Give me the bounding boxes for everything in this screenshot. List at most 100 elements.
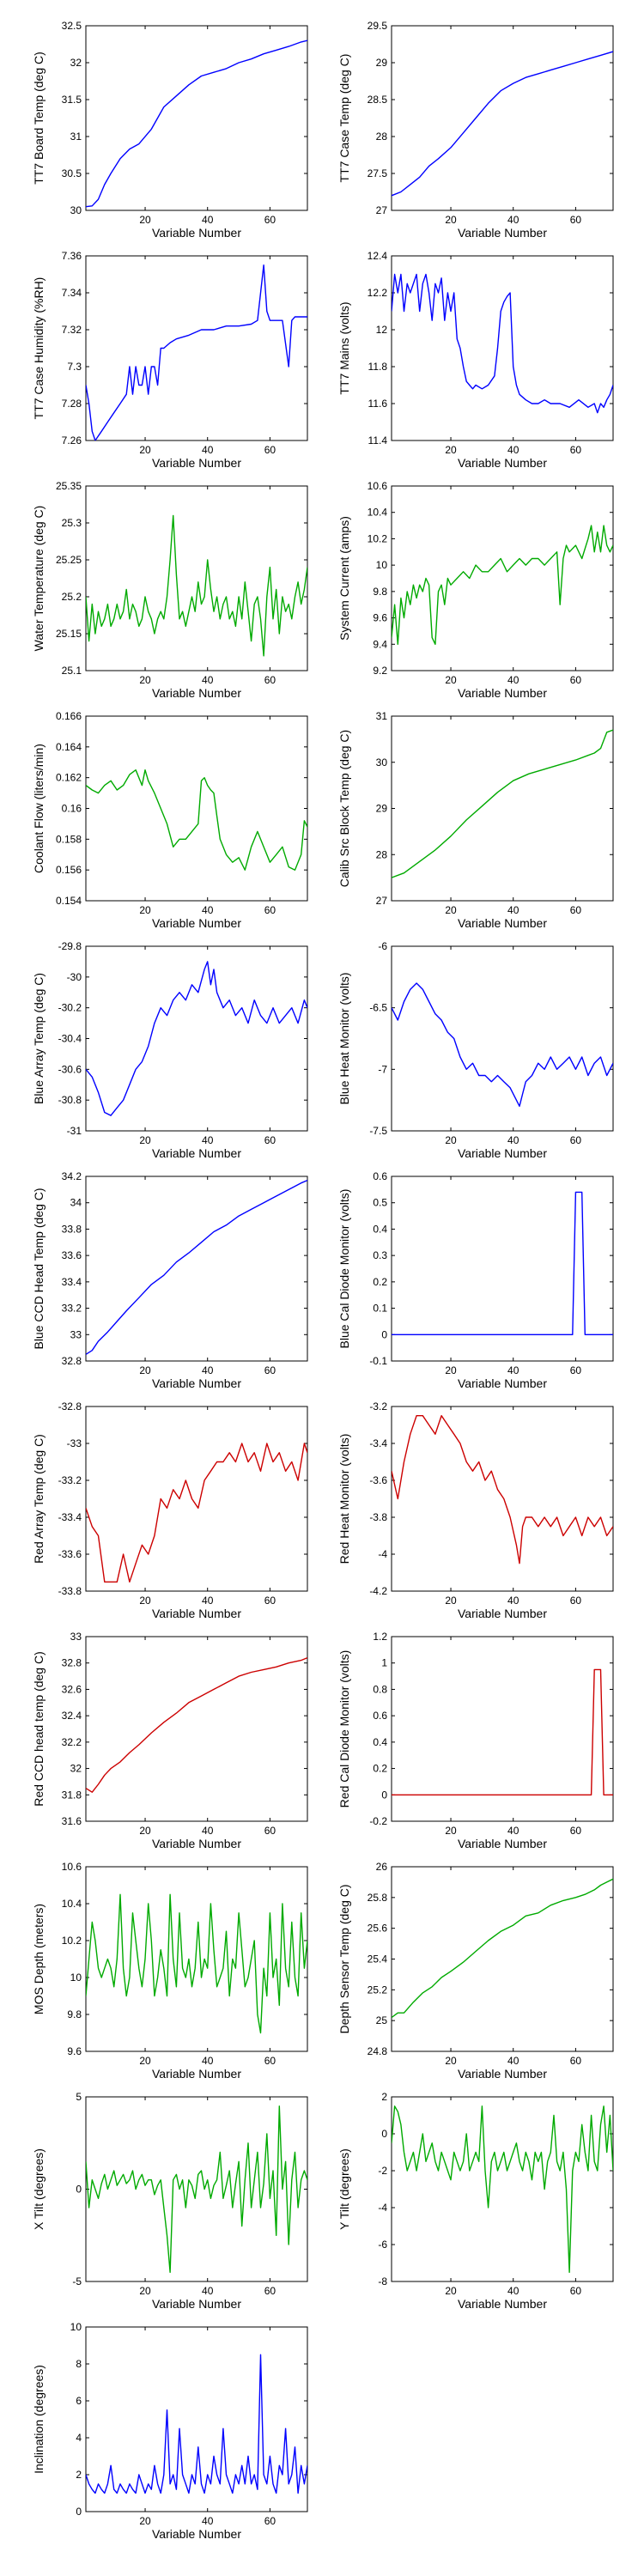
x-tick-label: 60: [264, 904, 276, 916]
y-tick-label: 0.8: [373, 1683, 387, 1695]
series-line: [392, 273, 613, 414]
series-line: [86, 1893, 307, 2034]
y-tick-label: 33.2: [62, 1303, 82, 1315]
x-tick-label: 40: [507, 444, 519, 456]
x-axis-label: Variable Number: [458, 226, 547, 240]
y-tick-label: 25.1: [62, 665, 82, 677]
y-tick-label: 31: [376, 710, 388, 722]
x-axis-label: Variable Number: [152, 1146, 241, 1160]
series-line: [392, 525, 613, 646]
y-tick-label: 32.6: [62, 1683, 82, 1695]
y-tick-label: 27.5: [368, 167, 388, 179]
y-tick-label: 25.4: [368, 1953, 388, 1965]
plot-frame: [391, 1636, 614, 1822]
x-tick-label: 20: [139, 444, 151, 456]
y-tick-label: 0.6: [373, 1170, 387, 1182]
x-tick-label: 20: [445, 2285, 457, 2297]
y-tick-label: 34.2: [62, 1170, 82, 1182]
x-tick-label: 40: [202, 214, 214, 226]
series-line: [392, 2105, 613, 2274]
y-tick-label: 12.2: [368, 287, 388, 299]
y-axis-label: Red CCD head temp (deg C): [32, 1651, 46, 1807]
plot-frame: [391, 1406, 614, 1592]
y-tick-label: 31.5: [62, 94, 82, 106]
y-tick-label: 9.4: [373, 638, 387, 650]
chart-panel: 20 40 60 -33.8 -33.6 -33.4 -33.2 -33 -32.8 Variab…: [32, 1400, 308, 1620]
y-tick-label: 25.15: [56, 628, 82, 640]
y-tick-label: 0.6: [373, 1710, 387, 1722]
y-tick-label: 1: [381, 1657, 387, 1669]
chart-panel: 20 40 60 -31 -30.8 -30.6 -30.4 -30.2 -30 -29.8 Var…: [32, 940, 308, 1160]
x-tick-label: 20: [139, 674, 151, 686]
y-tick-label: -32.8: [58, 1400, 82, 1413]
y-tick-label: 25.8: [368, 1892, 388, 1904]
y-axis-label: Calib Src Block Temp (deg C): [337, 730, 351, 887]
y-tick-label: 0: [381, 1328, 387, 1340]
y-tick-label: 33: [70, 1328, 82, 1340]
y-tick-label: 10: [376, 559, 388, 571]
series-line: [392, 729, 613, 878]
y-tick-label: 7.36: [62, 250, 82, 262]
x-axis-label: Variable Number: [458, 1837, 547, 1850]
x-tick-label: 60: [264, 1134, 276, 1146]
y-axis-label: Blue CCD Head Temp (deg C): [32, 1188, 46, 1349]
x-axis-label: Variable Number: [458, 1146, 547, 1160]
x-tick-label: 60: [264, 1595, 276, 1607]
series-line: [392, 982, 613, 1108]
y-tick-label: 24.8: [368, 2045, 388, 2057]
y-tick-label: -6.5: [369, 1002, 387, 1014]
y-tick-label: 10.4: [62, 1898, 82, 1910]
x-tick-label: 20: [139, 1595, 151, 1607]
y-tick-label: -7.5: [369, 1125, 387, 1137]
chart-panel: 20 40 60 0 2 4 6 8 10 Variable Number Inclination …: [32, 2321, 308, 2541]
y-tick-label: 25.25: [56, 554, 82, 566]
chart-panel: 20 40 60 11.4 11.6 11.8 12 12.2 12.4 Variable Num…: [337, 250, 614, 470]
y-tick-label: 12.4: [368, 250, 388, 262]
series-line: [392, 1668, 613, 1796]
y-axis-label: System Current (amps): [337, 516, 351, 641]
x-tick-label: 20: [139, 904, 151, 916]
y-tick-label: 11.4: [368, 434, 388, 447]
chart-panel: 20 40 60 -8 -6 -4 -2 0 2 Variable Number Y Tilt (d…: [337, 2091, 614, 2311]
chart-panel: 20 40 60 9.2 9.4 9.6 9.8 10 10.2 10.4 10.6 Variable…: [337, 480, 614, 700]
y-tick-label: -33.4: [58, 1511, 82, 1523]
y-tick-label: 32.8: [62, 1355, 82, 1367]
series-line: [86, 1179, 307, 1355]
y-tick-label: -3.6: [369, 1474, 387, 1486]
y-tick-label: -29.8: [58, 940, 82, 952]
x-tick-label: 20: [445, 444, 457, 456]
y-tick-label: 32.2: [62, 1736, 82, 1748]
y-tick-label: 9.6: [67, 2045, 82, 2057]
series-line: [392, 1415, 613, 1564]
x-axis-label: Variable Number: [152, 2067, 241, 2081]
y-tick-label: 34: [70, 1197, 82, 1209]
chart-panel: 20 40 60 -5 0 5 Variable Number X Tilt (degrees…: [32, 2091, 308, 2311]
y-tick-label: 25.3: [62, 517, 82, 529]
x-tick-label: 60: [264, 2055, 276, 2067]
x-tick-label: 40: [507, 1134, 519, 1146]
x-tick-label: 60: [570, 1825, 582, 1837]
x-axis-label: Variable Number: [152, 916, 241, 930]
y-tick-label: 2: [76, 2469, 82, 2481]
y-tick-label: -33: [67, 1437, 82, 1449]
y-tick-label: 7.28: [62, 398, 82, 410]
x-axis-label: Variable Number: [458, 1376, 547, 1390]
x-tick-label: 60: [264, 1364, 276, 1376]
x-tick-label: 40: [507, 1364, 519, 1376]
x-tick-label: 20: [445, 904, 457, 916]
plot-frame: [85, 1176, 308, 1362]
y-axis-label: TT7 Case Humidity (%RH): [32, 277, 46, 420]
y-tick-label: 26: [376, 1861, 388, 1873]
y-tick-label: 6: [76, 2395, 82, 2407]
series-line: [86, 769, 307, 871]
x-tick-label: 40: [202, 904, 214, 916]
y-tick-label: 30: [376, 756, 388, 769]
x-tick-label: 40: [202, 2055, 214, 2067]
x-tick-label: 60: [570, 1134, 582, 1146]
y-tick-label: 33: [70, 1631, 82, 1643]
y-tick-label: 0.5: [373, 1197, 387, 1209]
y-axis-label: MOS Depth (meters): [32, 1904, 46, 2014]
y-axis-label: Depth Sensor Temp (deg C): [337, 1884, 351, 2033]
x-tick-label: 40: [507, 214, 519, 226]
